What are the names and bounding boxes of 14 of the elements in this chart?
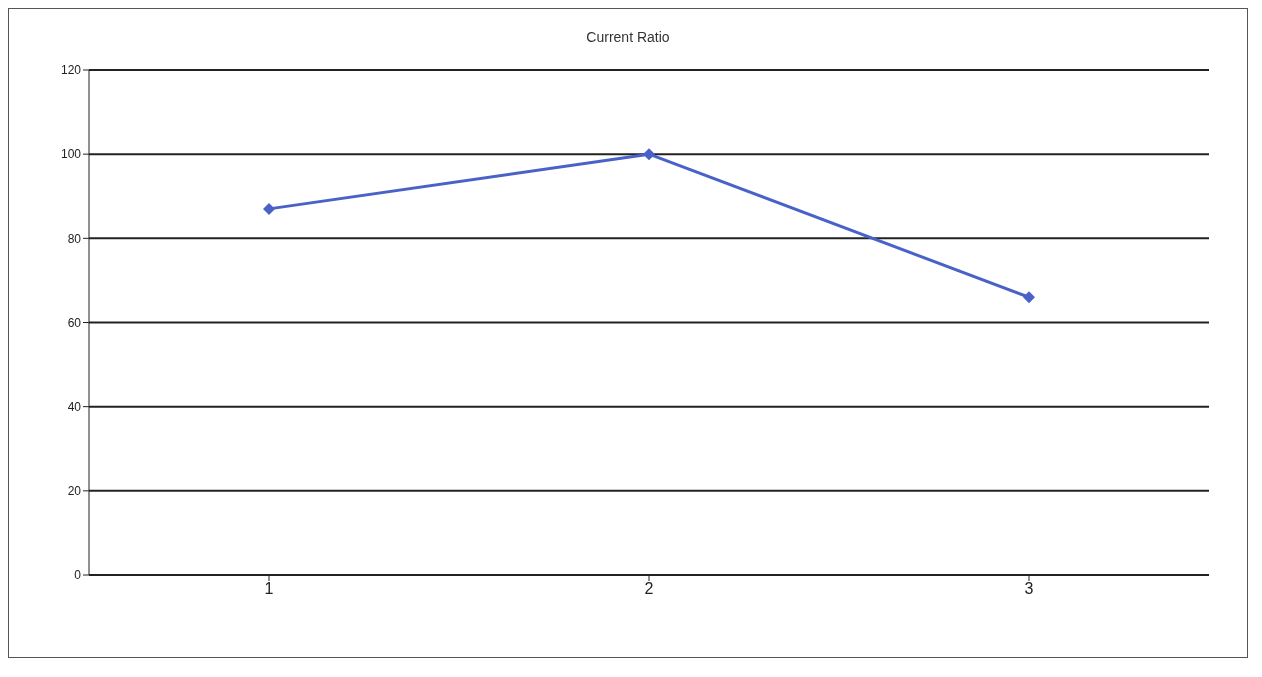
x-tick-label: 3 bbox=[1024, 580, 1034, 598]
point bbox=[1023, 291, 1035, 304]
y-tick-label: 0 bbox=[74, 568, 82, 583]
x-tick-label: 1 bbox=[264, 580, 274, 598]
point bbox=[263, 202, 275, 215]
point bbox=[643, 148, 655, 161]
x-tick-label: 2 bbox=[644, 580, 654, 598]
y-tick-label: 80 bbox=[67, 231, 82, 246]
y-tick-label: 60 bbox=[67, 315, 82, 330]
chart-title: Current Ratio bbox=[585, 28, 671, 45]
y-tick-label: 40 bbox=[67, 399, 82, 414]
y-tick-label: 20 bbox=[67, 484, 82, 499]
y-tick-label: 120 bbox=[60, 63, 82, 78]
y-tick-label: 100 bbox=[60, 147, 82, 162]
